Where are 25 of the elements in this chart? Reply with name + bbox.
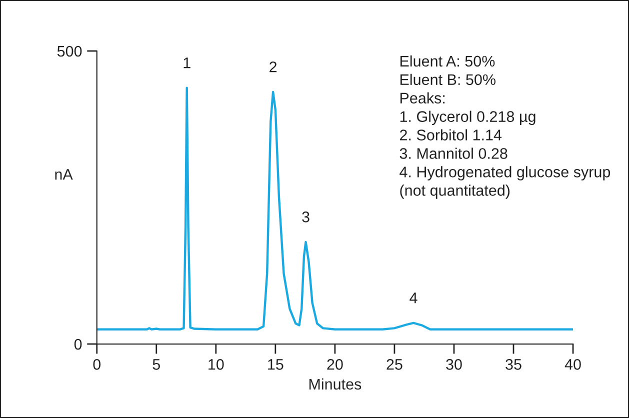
x-tick-label: 35	[506, 359, 522, 370]
x-axis-title: Minutes	[309, 378, 362, 390]
annotation: 1. Glycerol 0.218 µg	[400, 110, 536, 126]
x-tick-label: 0	[93, 359, 101, 370]
annotation: 4	[410, 292, 418, 304]
x-tick-label: 5	[152, 359, 160, 370]
line-series	[96, 86, 574, 330]
y-axis-title: nA	[55, 169, 73, 180]
annotation: (not quantitated)	[400, 184, 510, 199]
x-tick-label: 25	[386, 359, 402, 370]
annotation: 3. Mannitol 0.28	[400, 148, 508, 159]
x-tick-label: 20	[327, 359, 343, 370]
annotation: 2	[270, 62, 277, 72]
annotation: Eluent A: 50%	[400, 55, 495, 67]
annotation: 4. Hydrogenated glucose syrup	[400, 166, 610, 180]
annotation: Eluent B: 50%	[400, 74, 496, 86]
x-tick-label: 30	[446, 359, 462, 370]
annotation: 3	[302, 212, 310, 222]
y-tick-label: 500	[57, 46, 82, 57]
x-tick-label: 15	[268, 359, 284, 370]
x-tick-label: 10	[208, 359, 224, 370]
annotation: Peaks:	[400, 92, 445, 104]
annotation: 2. Sorbitol 1.14	[400, 129, 502, 140]
x-tick-label: 40	[564, 359, 581, 370]
annotation: 1	[184, 58, 190, 68]
